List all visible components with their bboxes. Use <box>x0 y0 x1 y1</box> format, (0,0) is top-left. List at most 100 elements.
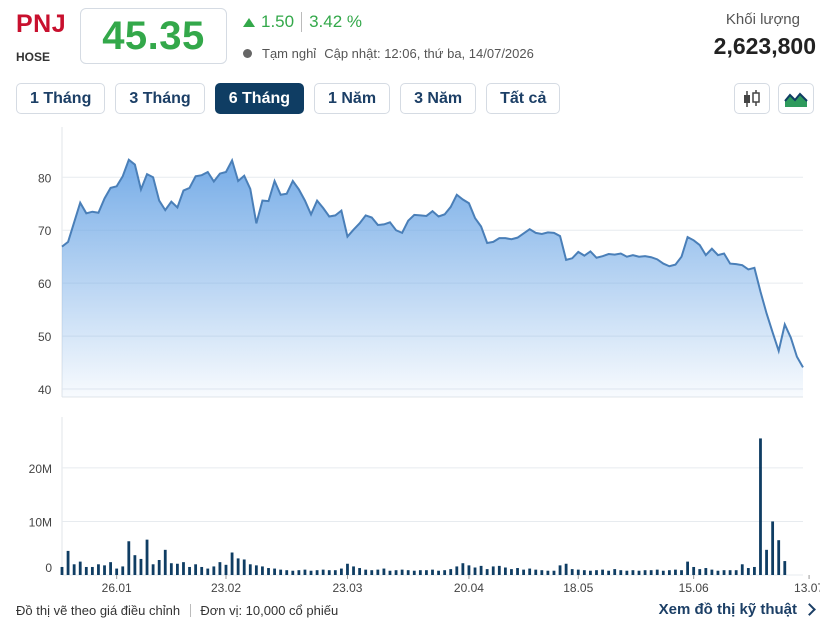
volume-bar <box>364 569 368 575</box>
tab-all[interactable]: Tất cả <box>486 83 561 114</box>
volume-bar <box>163 549 167 575</box>
volume-bar <box>510 569 513 575</box>
volume-bar <box>576 569 580 575</box>
volume-bar <box>261 566 264 575</box>
volume-tick-label: 0 <box>45 561 52 575</box>
volume-bar <box>230 552 234 575</box>
volume-bar <box>746 568 750 575</box>
change-divider <box>301 12 303 32</box>
price-change: 1.50 3.42 % <box>243 12 362 32</box>
volume-bar <box>546 570 550 575</box>
volume-bar <box>582 570 586 575</box>
volume-bar <box>279 569 283 575</box>
tab-1-year[interactable]: 1 Năm <box>314 83 391 114</box>
volume-bar <box>157 560 161 575</box>
volume-bar <box>783 561 787 575</box>
volume-bar <box>625 570 629 575</box>
up-arrow-icon <box>243 17 255 27</box>
technical-chart-link[interactable]: Xem đồ thị kỹ thuật <box>658 601 816 618</box>
volume-bar <box>248 564 252 575</box>
volume-bar <box>589 570 592 575</box>
volume-bar <box>777 540 781 575</box>
volume-bar <box>333 570 337 575</box>
volume-bar <box>169 563 173 575</box>
status-text: Tạm nghỉ <box>262 46 317 61</box>
volume-bar <box>339 568 343 575</box>
x-tick-label: 23.03 <box>332 581 362 595</box>
volume-bar <box>133 555 137 575</box>
volume-bar <box>704 568 708 575</box>
period-tabs: 1 Tháng 3 Tháng 6 Tháng 1 Năm 3 Năm Tất … <box>16 83 570 114</box>
volume-bar <box>127 541 131 575</box>
volume-bar <box>218 562 222 575</box>
volume-bar <box>206 568 210 575</box>
volume-bar <box>728 570 732 575</box>
volume-bar <box>376 569 380 575</box>
volume-bar <box>267 568 270 575</box>
x-tick-label: 23.02 <box>211 581 241 595</box>
volume-bar <box>661 570 665 575</box>
volume-bar <box>84 566 88 575</box>
volume-bar <box>449 569 453 575</box>
volume-bar <box>212 566 216 575</box>
volume-label: Khối lượng <box>725 11 800 28</box>
volume-bar <box>698 569 702 575</box>
technical-chart-link-text: Xem đồ thị kỹ thuật <box>658 601 797 618</box>
tab-3-years[interactable]: 3 Năm <box>400 83 477 114</box>
volume-bar <box>558 565 562 575</box>
price-tick-label: 70 <box>38 224 52 238</box>
volume-bar <box>473 567 477 575</box>
volume-bar <box>139 558 143 575</box>
price-area-fill <box>62 159 803 397</box>
volume-bar <box>103 565 106 575</box>
volume-bar <box>200 566 204 575</box>
volume-bar <box>443 570 447 575</box>
volume-bar <box>564 563 568 575</box>
x-tick-label: 15.06 <box>679 581 709 595</box>
volume-bar <box>303 569 307 575</box>
volume-bar <box>90 566 94 575</box>
volume-bar <box>188 566 191 575</box>
volume-bar <box>400 569 404 575</box>
volume-bar <box>771 521 775 575</box>
volume-bar <box>182 562 185 575</box>
volume-bar <box>97 564 100 575</box>
volume-bar <box>516 568 519 575</box>
volume-bar <box>72 564 76 575</box>
price-tick-label: 50 <box>38 330 52 344</box>
tab-3-months[interactable]: 3 Tháng <box>115 83 205 114</box>
volume-bar <box>674 569 677 575</box>
exchange-label: HOSE <box>16 50 51 64</box>
volume-value: 2,623,800 <box>713 33 816 59</box>
volume-bar <box>467 565 471 575</box>
volume-tick-label: 10M <box>29 515 52 529</box>
volume-bar <box>692 566 696 575</box>
volume-bar <box>534 569 538 575</box>
volume-bar <box>595 570 598 575</box>
volume-bar <box>570 569 574 575</box>
volume-bar <box>145 539 149 575</box>
volume-bar <box>394 570 398 575</box>
volume-bar <box>346 563 349 575</box>
volume-bar <box>613 569 617 575</box>
volume-bar <box>607 570 611 575</box>
price-tick-label: 80 <box>38 171 52 185</box>
volume-bar <box>637 570 641 575</box>
volume-tick-label: 20M <box>29 462 52 476</box>
chart-footnote: Đồ thị vẽ theo giá điều chỉnh Đơn vị: 10… <box>16 603 338 618</box>
x-tick-label: 20.04 <box>454 581 484 595</box>
volume-bar <box>273 568 276 575</box>
volume-bar <box>285 570 289 575</box>
candlestick-button[interactable] <box>734 83 770 114</box>
area-chart-icon <box>784 92 808 107</box>
tab-1-month[interactable]: 1 Tháng <box>16 83 106 114</box>
current-price: 45.35 <box>102 13 205 58</box>
area-chart-button[interactable] <box>778 83 814 114</box>
volume-bar <box>643 570 647 575</box>
volume-bar <box>455 566 459 575</box>
volume-bar <box>242 559 246 575</box>
tab-6-months[interactable]: 6 Tháng <box>214 83 305 114</box>
x-tick-label: 26.01 <box>102 581 132 595</box>
volume-bar <box>115 568 119 575</box>
volume-bar <box>759 438 762 575</box>
